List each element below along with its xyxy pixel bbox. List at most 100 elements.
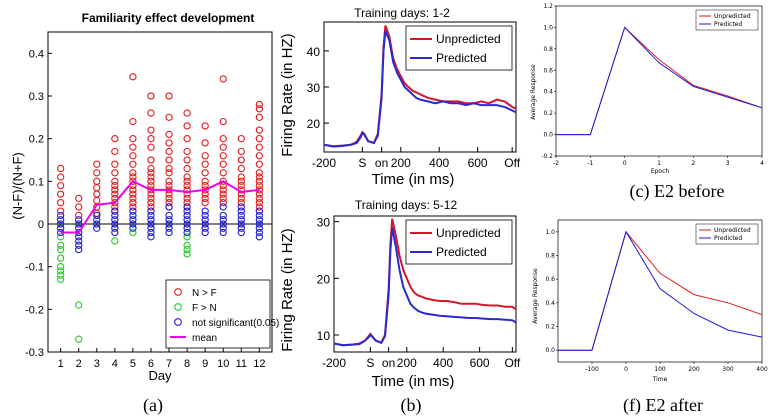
panel-a-legend-label: N > F: [192, 288, 217, 299]
panel-f-ylabel: Average Response: [532, 268, 539, 324]
panel-a-point-blue: [111, 228, 119, 237]
panel-a-point-blue: [111, 224, 119, 232]
panel-b-ytick-label: 20: [307, 117, 321, 131]
panel-a-point-red: [56, 173, 65, 181]
panel-a-point-blue: [255, 228, 264, 237]
panel-c-caption: (c) E2 before: [630, 181, 725, 202]
panel-a-point-red: [219, 152, 227, 160]
panel-a-point-red: [255, 194, 264, 203]
panel-a-point-red: [255, 152, 264, 160]
panel-a-point-red: [56, 190, 65, 198]
panel-a-point-red: [111, 190, 119, 198]
panel-f-xtick-label: 100: [654, 366, 666, 373]
panel-a-point-red: [111, 186, 119, 194]
panel-a-ytick-label: 0.3: [29, 91, 44, 103]
panel-a-legend-label: not significant(0.05): [192, 318, 279, 329]
panel-a-point-blue: [165, 220, 173, 228]
panel-a-point-blue: [147, 233, 155, 241]
panel-a-point-red: [56, 207, 65, 215]
panel-b-xtick-label: 400: [429, 156, 449, 170]
panel-b-ytick-label: 10: [317, 329, 331, 343]
panel-a-point-blue: [201, 224, 209, 232]
panel-a-point-blue: [111, 211, 119, 220]
panel-a-point-red: [255, 113, 264, 121]
panel-a-xtick-label: 11: [236, 358, 247, 370]
panel-a-point-blue: [129, 207, 137, 215]
panel-a-point-green: [183, 250, 191, 258]
panel-a-point-red: [129, 190, 137, 198]
panel-a-point-red: [75, 211, 83, 220]
panel-a-point-blue: [165, 216, 173, 224]
panel-a-point-green: [56, 245, 65, 254]
panel-c-ytick-label: 0.8: [543, 46, 553, 53]
panel-a-point-red: [165, 92, 173, 100]
panel-a-point-red: [147, 203, 155, 211]
panel-b-legend-box: [405, 219, 513, 265]
panel-a-point-blue: [129, 220, 137, 228]
panel-a-point-red: [255, 126, 264, 134]
panel-c-lines: Average Response Epoch (c) E2 before -2-…: [530, 3, 764, 202]
panel-a-ytick-label: 0.4: [29, 48, 44, 60]
panel-a-point-red: [93, 177, 101, 185]
panel-a-point-red: [147, 92, 155, 100]
panel-b-series-blueline: [323, 30, 517, 148]
panel-a-legend-label: mean: [192, 333, 217, 344]
panel-a-point-red: [129, 73, 137, 81]
panel-a-point-blue: [165, 211, 173, 220]
panel-a-point-red: [219, 135, 227, 143]
panel-a-point-blue: [111, 207, 119, 215]
panel-a-point-blue: [255, 211, 264, 220]
panel-a-point-red: [147, 109, 155, 117]
panel-a-point-red: [219, 75, 227, 83]
panel-f-xtick-label: 400: [756, 366, 768, 373]
panel-a-point-red: [219, 190, 227, 198]
panel-a-point-blue: [147, 220, 155, 228]
panel-a-point-red: [255, 173, 264, 181]
panel-a-point-red: [255, 203, 264, 211]
panel-b-xtick-label: S: [358, 156, 366, 170]
panel-c-xlabel: Epoch: [651, 168, 670, 175]
panel-a-point-blue: [75, 245, 83, 254]
panel-a-point-red: [183, 173, 191, 181]
panel-a-point-red: [147, 169, 155, 177]
panel-a-point-red: [237, 199, 245, 207]
panel-a-point-red: [93, 169, 101, 177]
panel-a-point-red: [129, 169, 137, 177]
panel-a-ytick-label: -0.1: [25, 262, 44, 274]
panel-a-point-red: [255, 199, 264, 207]
panel-a-point-red: [219, 117, 227, 126]
panel-a-point-blue: [56, 216, 65, 224]
panel-a-point-red: [56, 181, 65, 190]
panel-a-point-red: [219, 181, 227, 190]
panel-b1-title: Training days: 1-2: [354, 6, 450, 20]
panel-a-point-red: [93, 160, 101, 168]
panel-a-point-red: [165, 194, 173, 203]
panel-a-point-red: [147, 194, 155, 203]
panel-a-point-blue: [56, 220, 65, 228]
panel-f-xlabel: Time: [652, 376, 668, 383]
panel-a-point-red: [237, 177, 245, 185]
panel-a-point-blue: [237, 216, 245, 224]
panel-a-point-red: [255, 190, 264, 198]
panel-c-legend-label: Unpredicted: [714, 13, 751, 20]
panel-a-point-red: [111, 203, 119, 211]
panel-a-point-red: [201, 194, 209, 203]
panel-a-xtick-label: 10: [217, 358, 229, 370]
panel-a-point-red: [219, 186, 227, 194]
panel-a-point-blue: [75, 216, 83, 224]
panel-a-point-red: [237, 164, 245, 173]
panel-c-ylabel: Average Response: [530, 64, 537, 120]
panel-a-ylabel: (N-F)/(N+F): [10, 152, 25, 220]
panel-b-xtick-label: 200: [391, 156, 411, 170]
panel-b2-xlabel: Time (in ms): [372, 373, 455, 390]
panel-b-ytick-label: 40: [307, 45, 321, 59]
panel-f-xtick-label: 200: [688, 366, 700, 373]
panel-a-xtick-label: 8: [184, 358, 190, 370]
panel-f-ytick-label: 0.6: [545, 276, 555, 283]
panel-c-ytick-label: -0.2: [541, 153, 553, 160]
panel-a-point-red: [255, 177, 264, 185]
panel-a-point-red: [111, 135, 119, 143]
panel-a-point-red: [165, 177, 173, 185]
panel-a-point-red: [165, 139, 173, 147]
panel-a-point-blue: [147, 211, 155, 220]
